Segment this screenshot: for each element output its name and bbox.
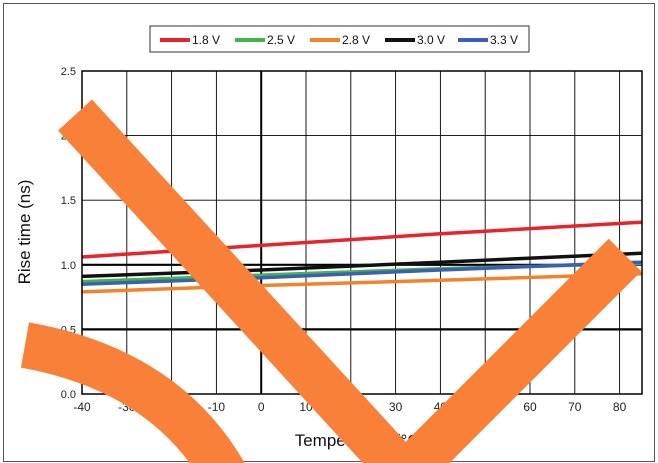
y-tick-label: 1.0 bbox=[61, 260, 76, 272]
legend-item: 1.8 V bbox=[160, 33, 220, 47]
y-axis-label: Rise time (ns) bbox=[15, 180, 34, 285]
watermark-stroke-checkmark bbox=[388, 238, 642, 463]
watermark-stroke-diagonal bbox=[58, 99, 422, 463]
legend-item: 3.0 V bbox=[385, 33, 445, 47]
x-tick-label: -40 bbox=[73, 400, 91, 414]
y-tick-label: 2.5 bbox=[61, 66, 76, 78]
x-tick-label: -10 bbox=[208, 400, 226, 414]
watermark-stroke-curve bbox=[20, 322, 245, 463]
series-lines bbox=[81, 220, 643, 294]
x-tick-label: 80 bbox=[613, 400, 627, 414]
series-line bbox=[81, 260, 643, 286]
x-tick-label: 30 bbox=[389, 400, 403, 414]
series-line bbox=[81, 272, 643, 294]
legend: 1.8 V 2.5 V 2.8 V 3.0 V 3.3 V bbox=[149, 25, 530, 53]
x-tick-label: 0 bbox=[258, 400, 265, 414]
y-tick-label: 0.0 bbox=[61, 389, 76, 401]
y-tick-label: 1.5 bbox=[61, 195, 76, 207]
plot-area-border bbox=[81, 70, 643, 395]
legend-label: 3.3 V bbox=[490, 33, 518, 47]
legend-label: 1.8 V bbox=[192, 33, 220, 47]
watermark-x-checkmark bbox=[20, 99, 642, 463]
legend-item: 2.8 V bbox=[310, 33, 370, 47]
series-line bbox=[81, 251, 643, 279]
legend-item: 2.5 V bbox=[235, 33, 295, 47]
x-tick-label: 70 bbox=[568, 400, 582, 414]
x-tick-label: 60 bbox=[523, 400, 537, 414]
legend-label: 3.0 V bbox=[417, 33, 445, 47]
legend-label: 2.8 V bbox=[342, 33, 370, 47]
legend-item: 3.3 V bbox=[458, 33, 518, 47]
legend-label: 2.5 V bbox=[267, 33, 295, 47]
